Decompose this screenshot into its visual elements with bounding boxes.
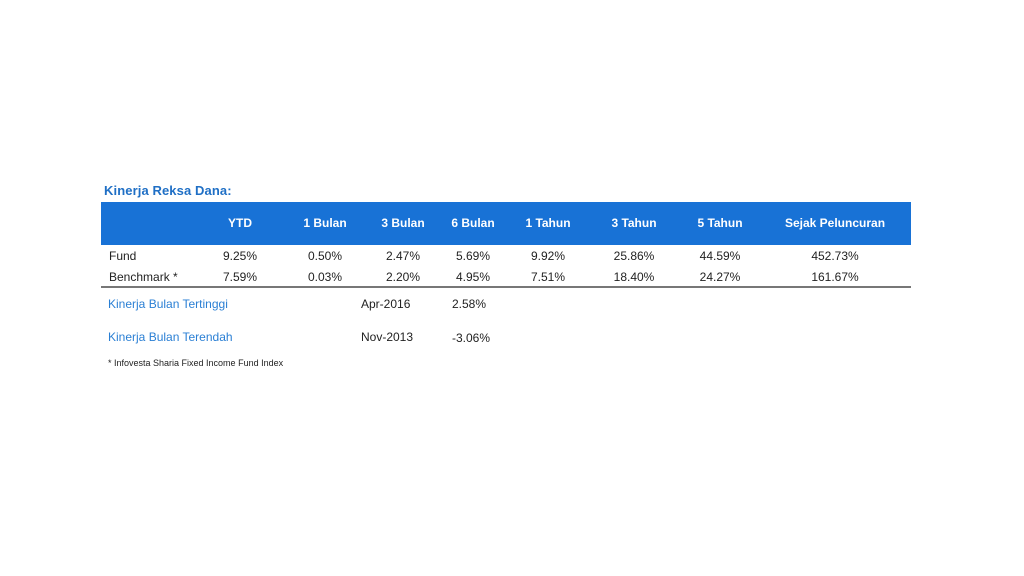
- cell-3-tahun: 25.86%: [613, 249, 655, 263]
- header-sejak-peluncuran: Sejak Peluncuran: [784, 216, 886, 230]
- stat-value-lowest: -3.06%: [452, 331, 491, 345]
- header-6-bulan: 6 Bulan: [451, 216, 495, 230]
- header-5-tahun: 5 Tahun: [697, 216, 743, 230]
- stat-label-highest: Kinerja Bulan Tertinggi: [108, 297, 228, 311]
- cell-3-bulan: 2.20%: [385, 270, 421, 284]
- cell-sejak-peluncuran: 452.73%: [811, 249, 859, 263]
- header-3-bulan: 3 Bulan: [381, 216, 425, 230]
- cell-ytd: 7.59%: [222, 270, 258, 284]
- header-ytd: YTD: [228, 216, 252, 230]
- row-label: Benchmark *: [109, 270, 178, 284]
- performance-title: Kinerja Reksa Dana:: [104, 183, 232, 198]
- cell-1-bulan: 0.50%: [307, 249, 343, 263]
- footnote: * Infovesta Sharia Fixed Income Fund Ind…: [108, 358, 284, 368]
- header-1-bulan: 1 Bulan: [303, 216, 347, 230]
- header-3-tahun: 3 Tahun: [611, 216, 657, 230]
- cell-5-tahun: 24.27%: [699, 270, 741, 284]
- cell-ytd: 9.25%: [222, 249, 258, 263]
- stat-date-highest: Apr-2016: [361, 297, 411, 311]
- table-row-benchmark: Benchmark * 7.59% 0.03% 2.20% 4.95% 7.51…: [101, 270, 911, 290]
- stat-date-lowest: Nov-2013: [361, 330, 414, 344]
- stat-value-highest: 2.58%: [452, 297, 487, 311]
- cell-3-bulan: 2.47%: [385, 249, 421, 263]
- cell-sejak-peluncuran: 161.67%: [811, 270, 859, 284]
- cell-6-bulan: 4.95%: [455, 270, 491, 284]
- stat-label-lowest: Kinerja Bulan Terendah: [108, 330, 233, 344]
- cell-5-tahun: 44.59%: [699, 249, 741, 263]
- row-label: Fund: [109, 249, 137, 263]
- header-1-tahun: 1 Tahun: [525, 216, 571, 230]
- cell-6-bulan: 5.69%: [455, 249, 491, 263]
- cell-1-tahun: 9.92%: [530, 249, 566, 263]
- cell-1-tahun: 7.51%: [530, 270, 566, 284]
- table-header: YTD 1 Bulan 3 Bulan 6 Bulan 1 Tahun 3 Ta…: [101, 202, 911, 245]
- table-divider: [101, 286, 911, 288]
- table-row-fund: Fund 9.25% 0.50% 2.47% 5.69% 9.92% 25.86…: [101, 249, 911, 269]
- cell-3-tahun: 18.40%: [613, 270, 655, 284]
- cell-1-bulan: 0.03%: [307, 270, 343, 284]
